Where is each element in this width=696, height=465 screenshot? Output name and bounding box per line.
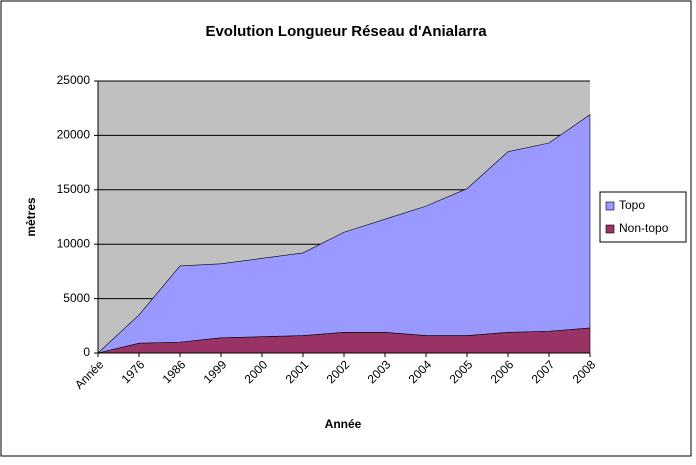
legend-label: Topo [619, 198, 645, 212]
legend-swatch [605, 224, 615, 234]
legend-label: Non-topo [619, 221, 669, 235]
area [96, 114, 591, 354]
y-tick-label: 25000 [57, 73, 91, 87]
y-tick-label: 0 [83, 345, 90, 359]
y-axis-title: mètres [24, 197, 38, 237]
x-axis-title: Année [325, 417, 362, 431]
legend: Topo Non-topo [599, 191, 687, 243]
y-tick-label: 20000 [57, 128, 91, 142]
y-tick-label: 15000 [57, 182, 91, 196]
chart-title: Evolution Longueur Réseau d'Anialarra [205, 23, 487, 40]
y-tick-label: 10000 [57, 236, 91, 250]
y-tick-label: 5000 [63, 291, 90, 305]
legend-box [599, 191, 687, 243]
legend-swatch [605, 201, 615, 211]
